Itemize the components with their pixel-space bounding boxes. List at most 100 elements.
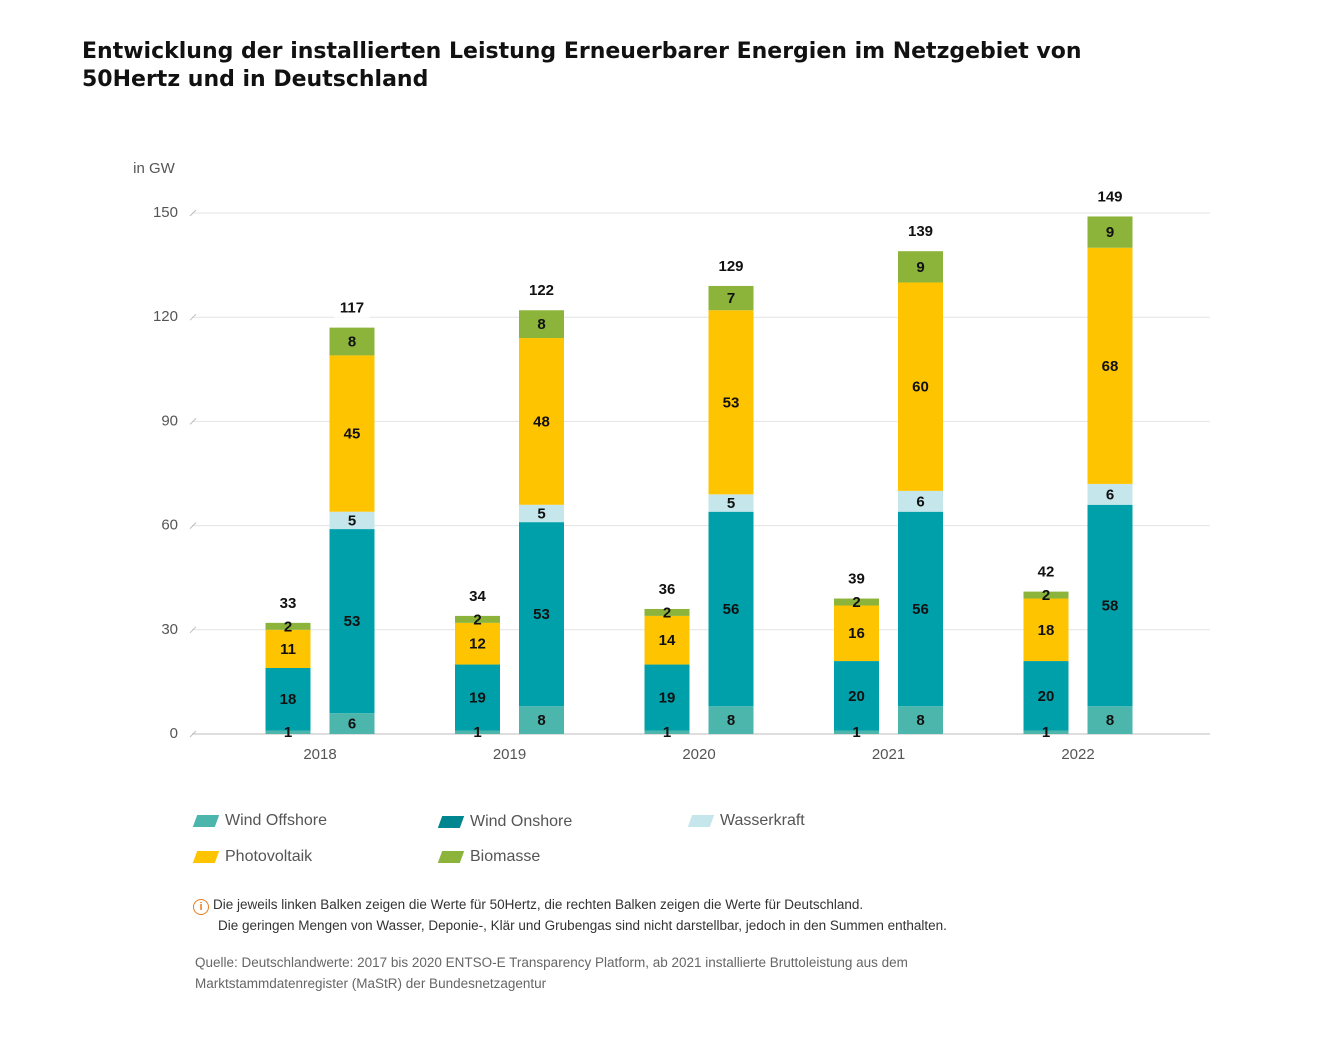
y-axis-tick	[189, 313, 197, 321]
legend-label: Wind Onshore	[470, 813, 573, 830]
total-label-bg	[334, 297, 370, 318]
bar-segment-deutschland	[898, 251, 943, 283]
total-label: 39	[848, 571, 865, 588]
bar-segment-deutschland	[329, 713, 375, 734]
data-label: 45	[344, 426, 361, 443]
total-label: 42	[1038, 564, 1055, 581]
legend-swatch	[192, 851, 220, 863]
data-label: 9	[916, 259, 924, 276]
data-label: 1	[852, 724, 860, 741]
bar-segment-50hertz	[644, 615, 690, 665]
bar-segment-50hertz	[265, 622, 311, 630]
data-label: 5	[348, 512, 356, 529]
data-label: 1	[663, 724, 671, 741]
total-label-bg	[1028, 561, 1064, 582]
y-tick-label: 60	[161, 517, 178, 534]
bar-segment-50hertz	[644, 608, 690, 616]
x-tick-label: 2020	[682, 746, 715, 763]
legend-label: Biomasse	[470, 848, 541, 865]
bar-segment-deutschland	[1087, 483, 1133, 505]
total-label: 139	[908, 223, 933, 240]
total-label-bg	[838, 568, 875, 589]
info-icon: i	[193, 899, 209, 915]
data-label: 1	[284, 724, 292, 741]
data-label: 14	[659, 632, 676, 649]
bar-segment-50hertz	[455, 622, 500, 665]
data-label: 8	[916, 712, 924, 729]
legend-swatch	[437, 851, 465, 863]
y-axis-tick	[189, 209, 197, 217]
bar-segment-deutschland	[1087, 504, 1133, 707]
bar-segment-deutschland	[898, 511, 943, 707]
footnote-line-1: i Die jeweils linken Balken zeigen die We…	[193, 894, 1193, 915]
bar-segment-deutschland	[1087, 706, 1133, 734]
data-label: 2	[473, 611, 481, 628]
total-label-bg	[523, 280, 560, 301]
data-label: 53	[344, 613, 361, 630]
bar-segment-deutschland	[329, 355, 375, 512]
data-label: 60	[912, 379, 929, 396]
data-label: 2	[663, 604, 671, 621]
bar-segment-50hertz	[1023, 598, 1069, 662]
data-label: 20	[1038, 688, 1055, 705]
x-tick-label: 2022	[1061, 746, 1094, 763]
bar-segment-deutschland	[329, 511, 375, 530]
total-label: 33	[280, 595, 297, 612]
total-label-bg	[459, 585, 496, 606]
y-axis-tick	[189, 418, 197, 425]
data-label: 19	[659, 689, 676, 706]
bar-segment-deutschland	[708, 494, 754, 512]
bar-segment-50hertz	[265, 629, 311, 669]
data-label: 58	[1102, 597, 1119, 614]
bar-segment-deutschland	[519, 310, 564, 339]
data-label: 18	[1038, 622, 1055, 639]
legend-swatch	[192, 815, 220, 827]
legend-item-biomasse: Biomasse	[437, 848, 541, 866]
bar-segment-deutschland	[708, 285, 754, 311]
bar-segment-deutschland	[898, 282, 943, 491]
bar-segment-50hertz	[455, 615, 500, 623]
x-tick-label: 2019	[493, 746, 526, 763]
data-label: 68	[1102, 358, 1119, 375]
y-tick-label: 120	[153, 308, 178, 325]
stacked-bar-chart: in GW03060901201502018118112336535458117…	[133, 160, 1210, 763]
data-label: 16	[848, 625, 865, 642]
data-label: 56	[912, 601, 929, 618]
bar-segment-deutschland	[329, 327, 375, 356]
x-tick-label: 2018	[303, 746, 336, 763]
total-label: 34	[469, 588, 486, 605]
y-axis-tick	[189, 626, 197, 634]
legend-label: Photovoltaik	[225, 848, 313, 865]
data-label: 6	[348, 716, 356, 733]
footnote-text-1: Die jeweils linken Balken zeigen die Wer…	[213, 897, 864, 912]
y-axis-tick	[189, 522, 197, 529]
bar-segment-deutschland	[708, 310, 754, 495]
x-tick-label: 2021	[872, 746, 905, 763]
y-tick-label: 30	[161, 621, 178, 638]
data-label: 1	[473, 724, 481, 741]
bar-segment-50hertz	[265, 730, 311, 734]
bar-segment-50hertz	[644, 664, 690, 731]
total-label-bg	[649, 578, 685, 599]
data-label: 20	[848, 688, 865, 705]
data-label: 53	[723, 394, 740, 411]
data-label: 2	[852, 594, 860, 611]
bar-segment-deutschland	[1087, 216, 1133, 248]
total-label: 122	[529, 282, 554, 299]
bar-segment-50hertz	[455, 664, 500, 731]
y-tick-label: 0	[170, 725, 178, 742]
data-label: 8	[1106, 712, 1114, 729]
data-label: 56	[723, 601, 740, 618]
y-tick-label: 90	[161, 412, 178, 429]
data-label: 9	[1106, 224, 1114, 241]
bar-segment-50hertz	[265, 668, 311, 731]
legend-swatch	[437, 816, 465, 828]
bar-segment-deutschland	[519, 338, 564, 505]
legend-label: Wind Offshore	[225, 812, 327, 829]
bar-segment-50hertz	[1023, 591, 1069, 599]
data-label: 12	[469, 636, 486, 653]
data-label: 5	[537, 505, 545, 522]
bar-segment-50hertz	[834, 598, 879, 606]
bar-segment-50hertz	[455, 730, 500, 734]
legend-item-photovoltaik: Photovoltaik	[192, 848, 313, 866]
